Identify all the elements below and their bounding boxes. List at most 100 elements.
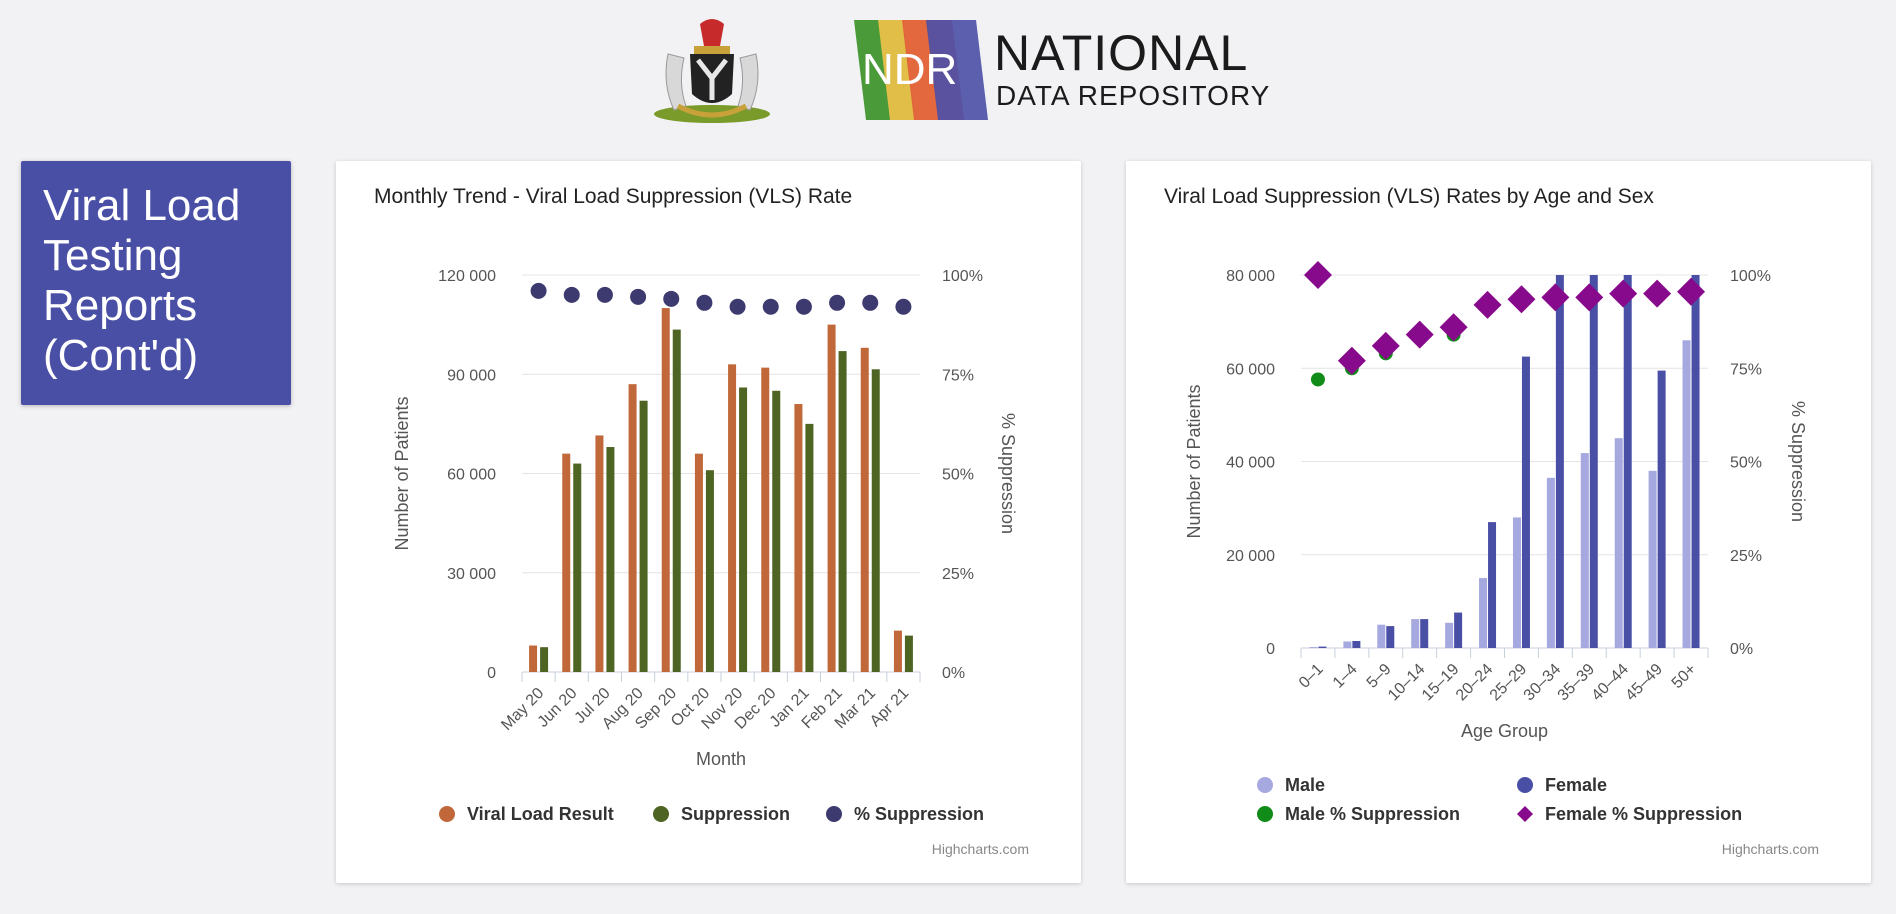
y2-axis-title: % Suppression <box>998 413 1018 534</box>
bar <box>562 453 571 672</box>
bar <box>1454 612 1463 648</box>
chart-credits[interactable]: Highcharts.com <box>1721 841 1819 857</box>
page-header: NDR NATIONAL DATA REPOSITORY <box>0 0 1896 140</box>
ndr-logo-icon: NDR <box>854 20 988 120</box>
bar <box>794 404 803 672</box>
bar <box>1682 340 1691 648</box>
legend-symbol <box>1517 806 1533 822</box>
y-tick-label: 0 <box>1266 641 1275 658</box>
y-tick-label: 30 000 <box>447 566 496 583</box>
bar <box>1309 647 1318 648</box>
x-tick-label: 30–34 <box>1521 661 1565 705</box>
x-tick-label: 20–24 <box>1453 661 1497 705</box>
bar <box>628 384 637 672</box>
y-tick-label: 0 <box>487 665 496 682</box>
y-tick-label: 60 000 <box>1226 361 1275 378</box>
bar <box>805 423 814 672</box>
x-tick-label: 10–14 <box>1385 661 1429 705</box>
age-sex-chart: 0 20 000 40 000 60 000 80 000 0% 25% 50% 75% 100%… <box>1184 261 1808 824</box>
scatter-point <box>1337 346 1366 375</box>
scatter-point <box>1609 279 1638 308</box>
bar <box>1546 477 1555 648</box>
chart-title: Viral Load Suppression (VLS) Rates by Ag… <box>1164 185 1654 208</box>
bar <box>540 647 549 672</box>
y-axis-title: Number of Patients <box>392 396 412 550</box>
bar <box>860 347 869 672</box>
report-title-box: Viral Load Testing Reports (Cont'd) <box>21 161 291 405</box>
bar <box>661 308 670 672</box>
x-axis-title: Month <box>696 749 746 769</box>
scatter-point <box>1677 277 1706 306</box>
bar <box>672 329 681 672</box>
y2-tick-label: 25% <box>1730 548 1762 565</box>
bar <box>838 351 847 672</box>
scatter-point <box>1439 313 1468 342</box>
bar <box>1691 275 1700 648</box>
legend-item-label: Male <box>1285 775 1325 795</box>
y2-tick-label: 25% <box>942 566 974 583</box>
y2-tick-label: 0% <box>1730 641 1753 658</box>
y2-tick-label: 100% <box>1730 268 1771 285</box>
legend-symbol <box>1517 777 1533 793</box>
scatter-point <box>630 288 647 305</box>
y2-tick-label: 75% <box>1730 361 1762 378</box>
legend-item-label: Viral Load Result <box>467 804 614 824</box>
y-tick-label: 80 000 <box>1226 268 1275 285</box>
bar <box>1555 275 1564 648</box>
chart-title: Monthly Trend - Viral Load Suppression (… <box>374 185 853 208</box>
bar <box>1377 624 1386 648</box>
monthly-trend-chart-card: Monthly Trend - Viral Load Suppression (… <box>336 161 1081 883</box>
bar <box>1445 622 1454 648</box>
bar <box>1318 646 1327 648</box>
scatter-point <box>596 286 613 303</box>
scatter-point <box>1643 279 1672 308</box>
y2-tick-label: 50% <box>942 467 974 484</box>
bar <box>772 390 781 672</box>
brand-subtitle: DATA REPOSITORY <box>996 80 1271 111</box>
legend-symbol <box>1257 806 1273 822</box>
bar <box>1623 275 1632 648</box>
chart-credits[interactable]: Highcharts.com <box>931 841 1029 857</box>
y-tick-label: 120 000 <box>438 268 496 285</box>
scatter-point <box>895 298 912 315</box>
scatter-point <box>1303 261 1332 289</box>
x-axis-title: Age Group <box>1461 721 1548 741</box>
bar <box>761 367 770 672</box>
x-tick-label: 40–44 <box>1589 661 1633 705</box>
legend-item-label: Female % Suppression <box>1545 804 1742 824</box>
legend-item-label: Female <box>1545 775 1607 795</box>
legend-symbol <box>1257 777 1273 793</box>
scatter-point <box>1507 285 1536 314</box>
bar <box>1479 578 1488 648</box>
bar <box>606 447 615 672</box>
legend-symbol <box>653 806 669 822</box>
scatter-point <box>1575 283 1604 312</box>
bar <box>871 369 880 672</box>
scatter-point <box>829 294 846 311</box>
y-tick-label: 90 000 <box>447 367 496 384</box>
bar <box>595 435 604 672</box>
x-tick-label: 50+ <box>1669 661 1700 692</box>
x-tick-label: 15–19 <box>1419 661 1463 705</box>
legend-item-label: Suppression <box>681 804 790 824</box>
y2-tick-label: 75% <box>942 367 974 384</box>
y-tick-label: 20 000 <box>1226 548 1275 565</box>
scatter-point <box>696 294 713 311</box>
bar <box>1411 619 1420 648</box>
bar <box>1580 453 1589 648</box>
monthly-trend-chart: 0 30 000 60 000 90 000 120 000 0% 25% 50% 75% 100… <box>392 268 1018 824</box>
coat-of-arms-icon <box>654 19 770 123</box>
bar <box>728 364 737 672</box>
bar <box>904 635 913 672</box>
y-tick-label: 40 000 <box>1226 455 1275 472</box>
scatter-point <box>729 298 746 315</box>
legend-symbol <box>439 806 455 822</box>
age-sex-chart-card: Viral Load Suppression (VLS) Rates by Ag… <box>1126 161 1871 883</box>
y2-tick-label: 50% <box>1730 455 1762 472</box>
scatter-point <box>563 286 580 303</box>
bar <box>739 387 748 672</box>
y-tick-label: 60 000 <box>447 467 496 484</box>
y2-tick-label: 100% <box>942 268 983 285</box>
bar <box>893 630 902 672</box>
report-title: Viral Load Testing Reports (Cont'd) <box>43 181 241 380</box>
